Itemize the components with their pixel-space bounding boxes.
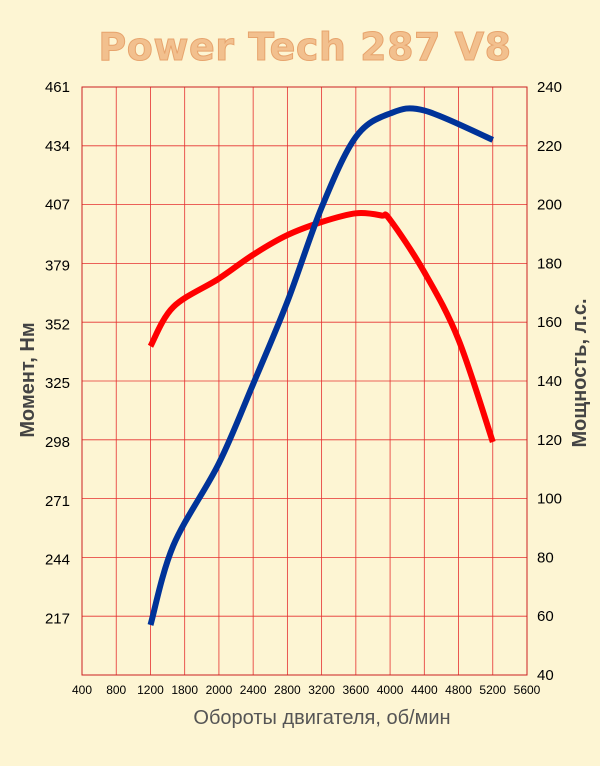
y-right-tick-label: 60	[537, 608, 554, 625]
x-tick-label: 3600	[342, 683, 369, 697]
tick-labels: 400 800 1200 1800 2000 2400 2800 3200 3600 4000 44…	[45, 79, 562, 697]
x-tick-label: 1800	[171, 683, 198, 697]
y-axis-left-title: Момент, Нм	[17, 322, 39, 437]
y-right-tick-label: 160	[537, 314, 562, 331]
x-tick-label: 2800	[274, 683, 301, 697]
y-axis-right-title: Мощность, л.с.	[569, 298, 591, 447]
y-left-tick-label: 407	[45, 197, 70, 214]
y-right-tick-label: 80	[537, 549, 554, 566]
x-axis-title: Обороты двигателя, об/мин	[193, 707, 450, 729]
y-right-tick-label: 100	[537, 491, 562, 508]
series-lines	[147, 105, 496, 626]
x-tick-label: 800	[106, 683, 126, 697]
y-left-tick-label: 244	[45, 552, 70, 569]
y-right-tick-label: 200	[537, 197, 562, 214]
grid	[81, 86, 528, 676]
x-tick-label: 5200	[479, 683, 506, 697]
x-tick-label: 3200	[308, 683, 335, 697]
plot-frame	[81, 86, 528, 676]
y-left-tick-label: 325	[45, 375, 70, 392]
y-right-tick-label: 220	[537, 138, 562, 155]
chart-title: Power Tech 287 V8	[98, 25, 511, 69]
x-tick-label: 5600	[514, 683, 541, 697]
x-tick-label: 2400	[240, 683, 267, 697]
y-left-tick-label: 217	[45, 610, 70, 627]
y-right-tick-label: 120	[537, 432, 562, 449]
x-tick-label: 4000	[377, 683, 404, 697]
x-tick-label: 4400	[411, 683, 438, 697]
x-tick-label: 400	[72, 683, 92, 697]
y-right-tick-label: 240	[537, 79, 562, 96]
y-left-tick-label: 271	[45, 493, 70, 510]
y-left-tick-label: 352	[45, 316, 70, 333]
y-left-tick-label: 434	[45, 138, 70, 155]
y-right-tick-label: 180	[537, 255, 562, 272]
power-series-line	[147, 105, 494, 626]
y-left-tick-label: 461	[45, 79, 70, 96]
x-tick-label: 2000	[206, 683, 233, 697]
y-right-tick-label: 40	[537, 667, 554, 684]
x-tick-label: 1200	[137, 683, 164, 697]
y-left-tick-label: 379	[45, 258, 70, 275]
y-left-tick-label: 298	[45, 434, 70, 451]
y-right-tick-label: 140	[537, 373, 562, 390]
torque-series-line	[147, 210, 496, 443]
x-tick-label: 4800	[445, 683, 472, 697]
